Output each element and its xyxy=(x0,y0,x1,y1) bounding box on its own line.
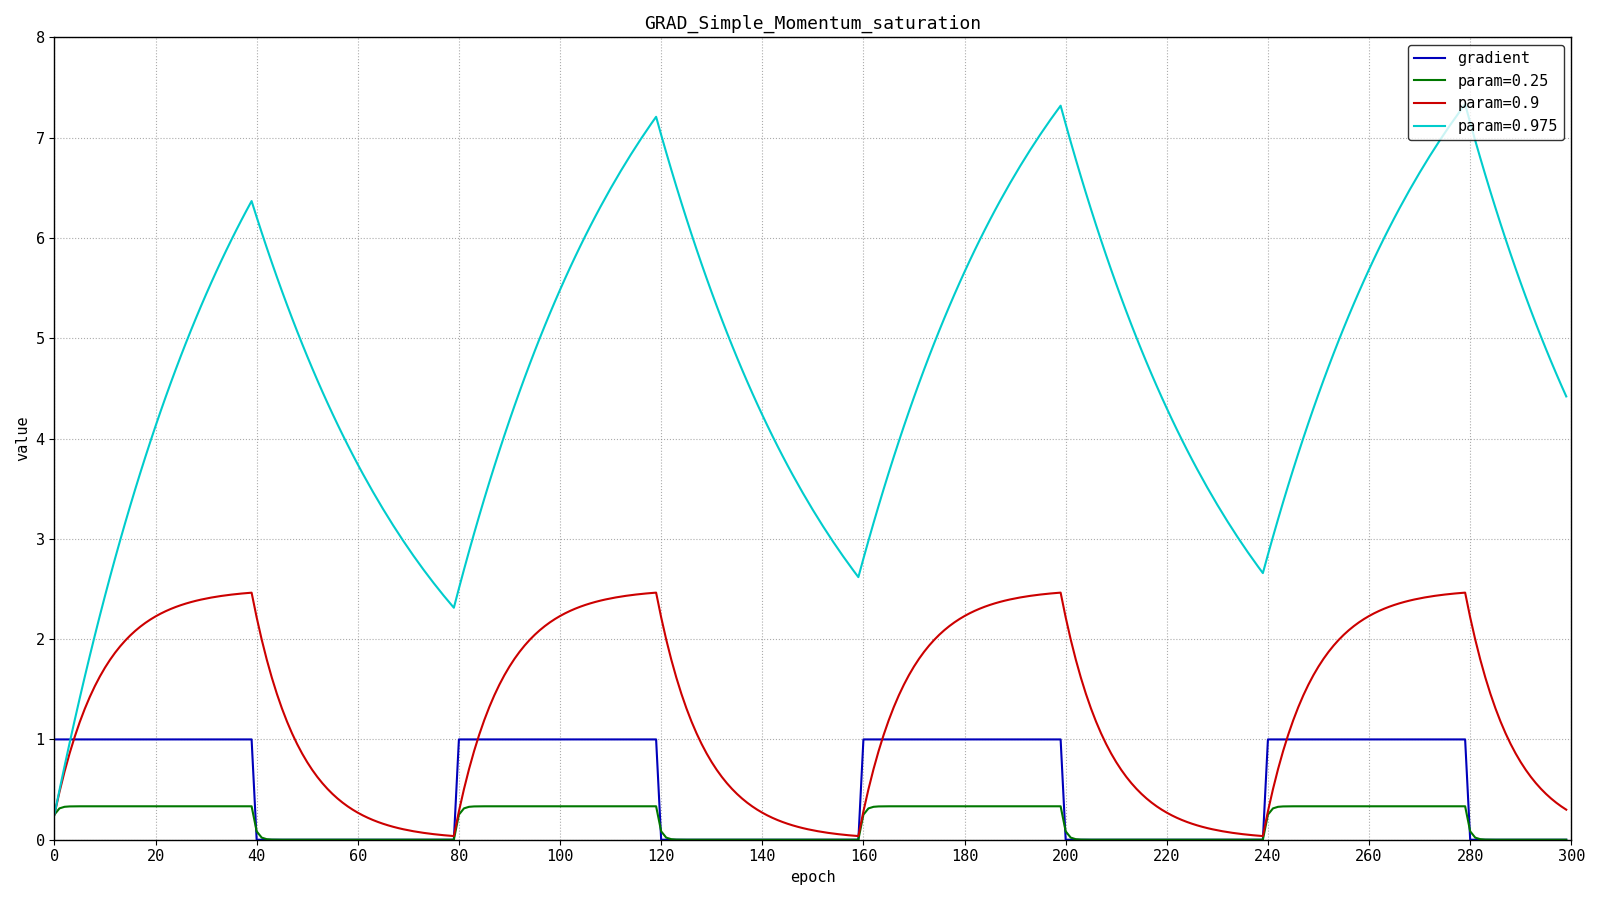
gradient xyxy=(1421,734,1440,745)
Line: gradient: gradient xyxy=(54,740,1566,840)
param=0.9 xyxy=(950,614,970,625)
Line: param=0.9: param=0.9 xyxy=(54,592,1566,836)
param=0.25 xyxy=(176,801,195,812)
param=0.9 xyxy=(1325,640,1344,651)
param=0.9 xyxy=(1456,587,1475,598)
param=0.25 xyxy=(445,834,464,845)
gradient xyxy=(45,734,64,745)
param=0.975 xyxy=(939,301,958,311)
param=0.9 xyxy=(45,809,64,820)
param=0.25 xyxy=(955,801,974,812)
gradient xyxy=(1325,734,1344,745)
param=0.25 xyxy=(50,803,69,814)
param=0.975 xyxy=(1318,361,1338,372)
param=0.975 xyxy=(970,235,989,246)
gradient xyxy=(50,734,69,745)
gradient xyxy=(974,734,994,745)
Legend: gradient, param=0.25, param=0.9, param=0.975: gradient, param=0.25, param=0.9, param=0… xyxy=(1408,45,1563,140)
gradient xyxy=(946,734,965,745)
param=0.975 xyxy=(1414,159,1434,170)
param=0.9 xyxy=(1421,591,1440,602)
Line: param=0.25: param=0.25 xyxy=(54,806,1566,840)
param=0.9 xyxy=(974,601,994,612)
Title: GRAD_Simple_Momentum_saturation: GRAD_Simple_Momentum_saturation xyxy=(645,15,981,33)
param=0.975 xyxy=(1456,99,1475,110)
Line: param=0.975: param=0.975 xyxy=(54,104,1566,814)
param=0.25 xyxy=(1330,801,1349,812)
param=0.9 xyxy=(1557,805,1576,815)
param=0.9 xyxy=(946,617,965,628)
param=0.25 xyxy=(950,801,970,812)
param=0.25 xyxy=(981,801,1000,812)
param=0.25 xyxy=(1426,801,1445,812)
param=0.975 xyxy=(50,785,69,796)
param=0.975 xyxy=(45,809,64,820)
param=0.25 xyxy=(1557,834,1576,845)
param=0.975 xyxy=(1557,391,1576,401)
gradient xyxy=(1557,834,1576,845)
param=0.25 xyxy=(45,809,64,820)
X-axis label: epoch: epoch xyxy=(790,870,835,885)
param=0.9 xyxy=(445,831,464,842)
param=0.9 xyxy=(50,787,69,797)
param=0.975 xyxy=(946,289,965,300)
Y-axis label: value: value xyxy=(14,416,30,462)
gradient xyxy=(246,834,266,845)
gradient xyxy=(950,734,970,745)
